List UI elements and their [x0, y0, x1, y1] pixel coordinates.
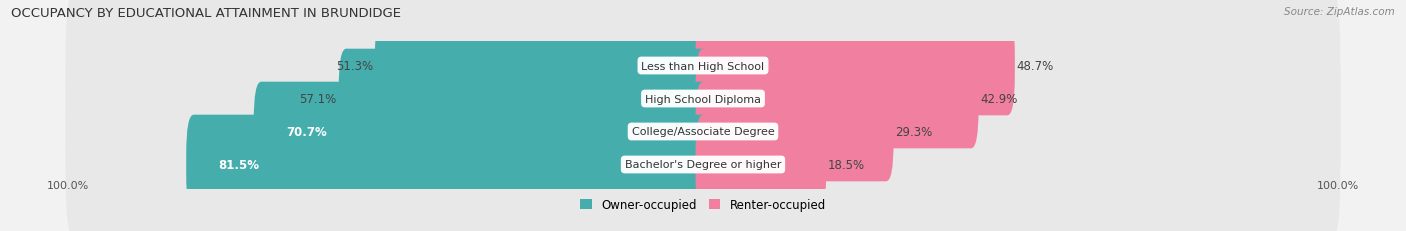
Text: 70.7%: 70.7%	[287, 125, 328, 138]
FancyBboxPatch shape	[339, 49, 710, 149]
Text: Source: ZipAtlas.com: Source: ZipAtlas.com	[1284, 7, 1395, 17]
FancyBboxPatch shape	[696, 115, 827, 214]
Text: 18.5%: 18.5%	[828, 158, 865, 171]
FancyBboxPatch shape	[253, 82, 710, 182]
FancyBboxPatch shape	[696, 82, 894, 182]
FancyBboxPatch shape	[66, 0, 1340, 146]
FancyBboxPatch shape	[66, 85, 1340, 231]
FancyBboxPatch shape	[66, 19, 1340, 179]
Text: OCCUPANCY BY EDUCATIONAL ATTAINMENT IN BRUNDIDGE: OCCUPANCY BY EDUCATIONAL ATTAINMENT IN B…	[11, 7, 401, 20]
Text: High School Diploma: High School Diploma	[645, 94, 761, 104]
Legend: Owner-occupied, Renter-occupied: Owner-occupied, Renter-occupied	[575, 194, 831, 216]
Text: 42.9%: 42.9%	[980, 93, 1018, 106]
Text: 100.0%: 100.0%	[1317, 180, 1360, 190]
Text: 57.1%: 57.1%	[299, 93, 337, 106]
Text: 29.3%: 29.3%	[896, 125, 932, 138]
FancyBboxPatch shape	[696, 49, 979, 149]
FancyBboxPatch shape	[66, 52, 1340, 212]
FancyBboxPatch shape	[375, 17, 710, 116]
Text: College/Associate Degree: College/Associate Degree	[631, 127, 775, 137]
Text: 100.0%: 100.0%	[46, 180, 89, 190]
FancyBboxPatch shape	[186, 115, 710, 214]
FancyBboxPatch shape	[696, 17, 1015, 116]
Text: Less than High School: Less than High School	[641, 61, 765, 71]
Text: 51.3%: 51.3%	[336, 60, 373, 73]
Text: 81.5%: 81.5%	[219, 158, 260, 171]
Text: Bachelor's Degree or higher: Bachelor's Degree or higher	[624, 160, 782, 170]
Text: 48.7%: 48.7%	[1017, 60, 1054, 73]
